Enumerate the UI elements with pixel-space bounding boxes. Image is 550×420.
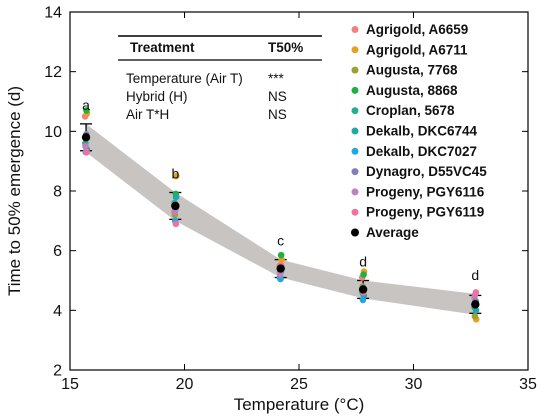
average-point-2 [276,264,285,273]
data-point-8-2 [276,271,284,278]
y-tick-label-1: 4 [53,303,62,320]
data-point-layer [81,107,480,323]
table-header-treatment: Treatment [130,40,195,55]
average-point-1 [171,201,180,211]
data-point-9-4 [472,289,480,296]
axes-layer: 15 20 25 30 35 2 4 6 8 10 12 14 Temperature (°C) Time… [5,5,537,415]
table-row-label-0: Temperature (Air T) [126,71,243,86]
y-axis-title: Time to 50% emergence (d) [5,86,24,296]
legend-marker-10 [351,228,359,237]
legend-marker-1 [351,46,359,54]
legend-label-1: Agrigold, A6711 [366,42,468,57]
legend: Agrigold, A6659 Agrigold, A6711 Augusta, 7… [351,22,487,240]
y-tick-label-0: 2 [53,363,62,380]
data-point-6-3 [359,296,367,304]
table-row-label-2: Air T*H [126,107,169,122]
data-point-3-3 [360,271,367,278]
table-row-value-1: NS [268,89,287,104]
y-tick-label-6: 14 [44,5,62,22]
legend-label-9: Progeny, PGY6119 [366,205,484,220]
x-axis-title: Temperature (°C) [234,395,365,414]
significance-letter-1: b [171,165,179,181]
legend-label-4: Croplan, 5678 [366,103,455,118]
legend-marker-5 [351,127,359,135]
data-point-3-2 [277,251,285,259]
average-point-4 [471,300,480,309]
legend-marker-7 [351,168,359,176]
table-row-label-1: Hybrid (H) [126,89,188,104]
x-tick-label-3: 30 [405,376,423,393]
legend-label-7: Dynagro, D55VC45 [366,164,487,179]
significance-letter-4: d [471,267,479,283]
legend-label-3: Augusta, 8868 [366,83,458,98]
y-tick-label-2: 6 [53,243,62,260]
data-point-8-1 [171,208,179,216]
stats-table: Treatment T50% Temperature (Air T) *** Hybri… [118,35,322,122]
data-point-9-0 [83,148,90,156]
legend-marker-9 [351,208,359,216]
legend-label-5: Dekalb, DKC6744 [366,124,478,139]
data-point-8-0 [82,142,89,150]
y-tick-label-5: 12 [44,64,62,81]
x-tick-label-1: 20 [176,376,194,393]
data-point-5-4 [472,307,480,314]
legend-marker-4 [351,107,359,115]
average-point-3 [358,285,368,294]
significance-letter-2: c [277,233,284,249]
legend-marker-0 [351,26,359,33]
legend-label-10: Average [366,225,419,240]
table-row-value-0: *** [268,71,285,86]
x-tick-label-4: 35 [519,376,537,393]
average-point-0 [81,133,91,142]
data-point-3-0 [83,107,90,114]
x-tick-label-0: 15 [61,376,79,393]
legend-label-8: Progeny, PGY6116 [366,184,485,199]
data-point-5-1 [172,193,180,201]
legend-marker-6 [351,147,359,155]
significance-letter-0: a [82,97,90,113]
x-tick-label-2: 25 [290,376,308,393]
y-tick-label-4: 10 [44,124,62,141]
legend-label-6: Dekalb, DKC7027 [366,144,477,159]
data-point-1-1 [172,172,180,180]
y-tick-label-3: 8 [53,184,62,201]
significance-letter-layer: a b c d d [82,97,479,283]
legend-label-0: Agrigold, A6659 [366,22,468,37]
table-header-t50: T50% [268,40,303,55]
data-point-2-4 [471,313,479,320]
legend-label-2: Augusta, 7768 [366,63,458,78]
legend-marker-3 [351,86,359,94]
legend-marker-2 [351,66,359,74]
data-point-9-1 [172,220,180,228]
significance-letter-3: d [359,254,367,270]
table-row-value-2: NS [268,107,287,122]
legend-marker-8 [351,188,359,196]
